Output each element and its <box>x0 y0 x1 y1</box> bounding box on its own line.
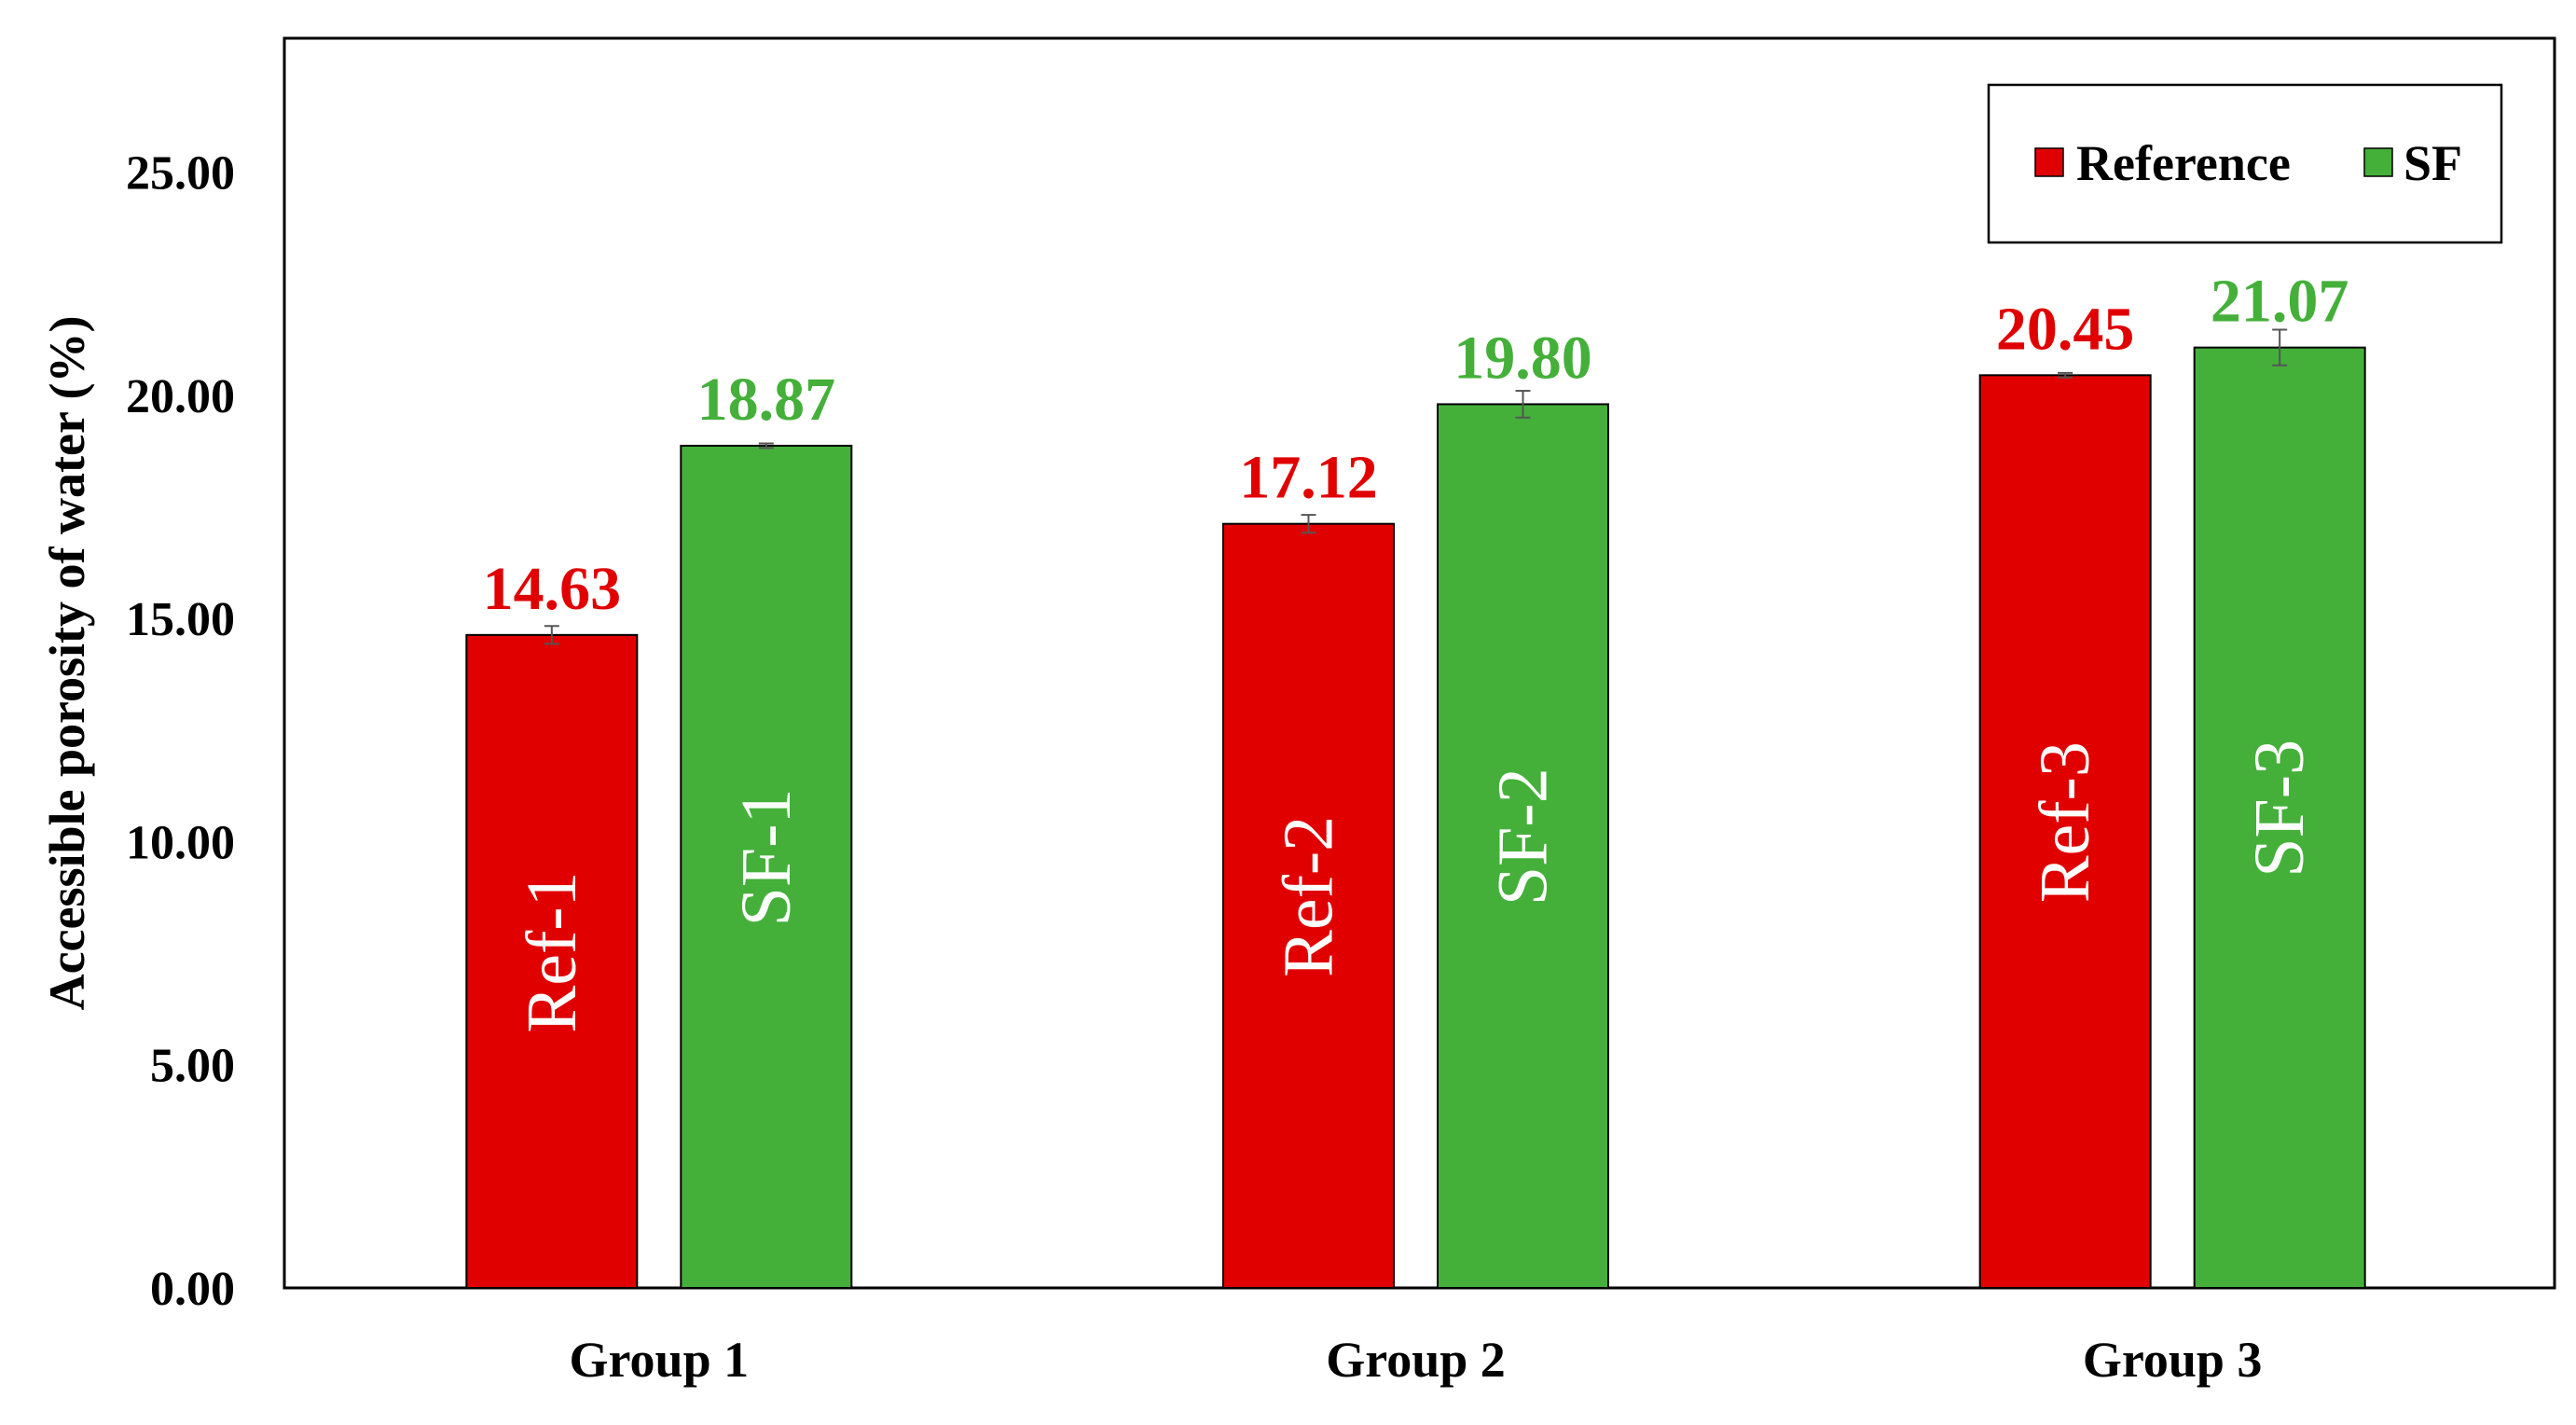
bar-label-sf-1: SF-1 <box>727 789 806 927</box>
bar-reference-2 <box>1222 522 1395 1289</box>
legend-swatch-sf <box>2363 147 2393 177</box>
bar-label-reference-2: Ref-2 <box>1270 816 1348 977</box>
y-tick-label: 20.00 <box>126 370 235 423</box>
bar-label-sf-3: SF-3 <box>2240 740 2319 878</box>
value-label-sf-1: 18.87 <box>697 366 836 434</box>
y-tick-label: 5.00 <box>150 1040 235 1093</box>
plot-area-frame <box>282 36 2556 1290</box>
bar-label-reference-3: Ref-3 <box>2026 741 2104 903</box>
value-label-reference-2: 17.12 <box>1239 444 1378 512</box>
legend-swatch-reference <box>2034 147 2064 177</box>
x-axis: Group 1 Group 2 Group 3 <box>570 1332 2263 1388</box>
legend-label-sf: SF <box>2404 135 2462 191</box>
bar-sf-2 <box>1437 403 1609 1289</box>
bar-sf-3 <box>2193 346 2366 1289</box>
bar-reference-3 <box>1978 374 2152 1290</box>
value-label-sf-2: 19.80 <box>1453 324 1592 392</box>
x-category-label: Group 1 <box>570 1332 750 1388</box>
legend: Reference SF <box>1987 83 2503 244</box>
y-axis-label: Accessible porosity of water (%) <box>39 316 95 1011</box>
x-category-label: Group 2 <box>1326 1332 1506 1388</box>
bar-label-reference-1: Ref-1 <box>513 871 591 1032</box>
value-label-sf-3: 21.07 <box>2211 268 2349 336</box>
bar-label-sf-2: SF-2 <box>1484 768 1563 906</box>
y-tick-label: 10.00 <box>126 816 235 869</box>
y-tick-label: 15.00 <box>126 593 235 646</box>
bars: 14.63 Ref-1 18.87 SF-1 17.12 Ref-2 19.80 SF-2 20… <box>465 268 2366 1290</box>
legend-label-reference: Reference <box>2076 135 2291 191</box>
y-axis: 0.00 5.00 10.00 15.00 20.00 25.00 <box>126 147 235 1316</box>
value-label-reference-1: 14.63 <box>483 555 622 623</box>
value-label-reference-3: 20.45 <box>1996 295 2135 363</box>
y-tick-label: 0.00 <box>150 1263 235 1316</box>
x-category-label: Group 3 <box>2083 1332 2263 1388</box>
y-tick-label: 25.00 <box>126 147 235 201</box>
legend-box <box>1987 83 2503 244</box>
